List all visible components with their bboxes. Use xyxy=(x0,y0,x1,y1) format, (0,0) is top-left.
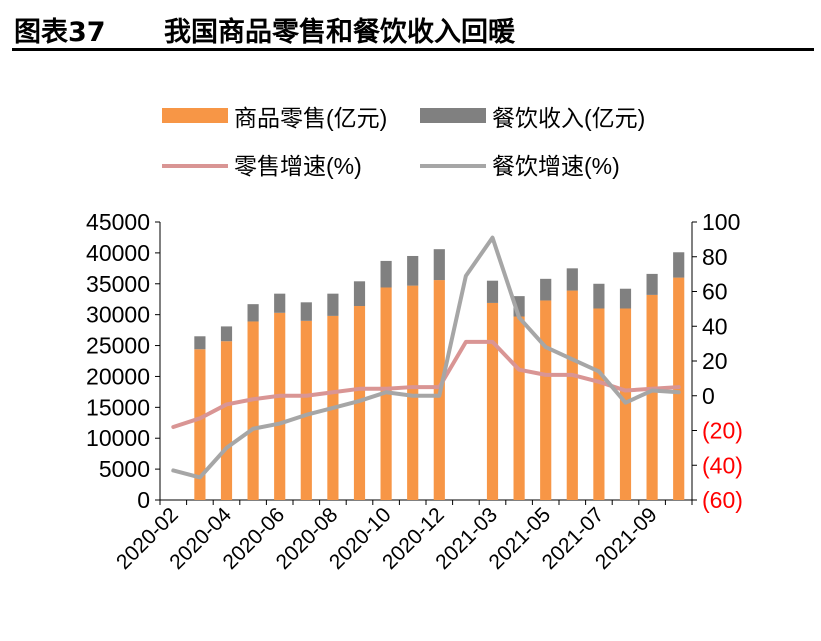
y-left-tick-label: 15000 xyxy=(86,394,150,420)
catering-bar xyxy=(593,283,605,309)
y-left-tick-label: 10000 xyxy=(86,425,150,451)
y-right-tick-label: 80 xyxy=(702,244,728,270)
catering-bar xyxy=(673,252,685,278)
figure-title: 我国商品零售和餐饮收入回暖 xyxy=(164,17,515,48)
y-right-tick-label: 20 xyxy=(702,348,728,374)
figure-label: 图表37 xyxy=(14,17,106,48)
retail-bar xyxy=(194,349,206,500)
catering-bar xyxy=(300,302,312,321)
retail-bar xyxy=(566,290,578,500)
retail-bar xyxy=(274,312,286,500)
y-left-tick-label: 25000 xyxy=(86,333,150,359)
retail-bar xyxy=(407,285,419,500)
catering-bar xyxy=(513,296,525,317)
legend-label-retail: 商品零售(亿元) xyxy=(234,105,387,131)
catering-bar xyxy=(646,273,658,295)
catering-bar xyxy=(433,249,445,281)
y-right-tick-label: (60) xyxy=(702,487,743,513)
y-left-tick-label: 20000 xyxy=(86,363,150,389)
legend-label-catering: 餐饮收入(亿元) xyxy=(492,105,645,131)
legend-label-retail-growth: 零售增速(%) xyxy=(234,153,362,179)
catering-bar xyxy=(407,255,419,286)
catering-bar xyxy=(486,280,499,303)
y-left-tick-label: 40000 xyxy=(86,240,150,266)
retail-bar xyxy=(220,341,233,500)
retail-bar xyxy=(646,294,658,500)
catering-growth-line xyxy=(171,235,681,480)
y-left-tick-label: 0 xyxy=(137,487,150,513)
catering-bar xyxy=(540,278,552,301)
catering-bar xyxy=(619,288,632,309)
plot-area: 0 5000 10000 15000 20000 25000 30000 35000 40000… xyxy=(86,209,743,574)
retail-bar xyxy=(513,316,525,500)
catering-bar xyxy=(353,281,366,307)
legend-swatch-catering xyxy=(420,108,486,123)
retail-growth-line xyxy=(171,339,681,430)
y-right-tick-label: (20) xyxy=(702,418,743,444)
catering-bar xyxy=(566,268,578,291)
retail-bar xyxy=(300,320,312,500)
retail-bar xyxy=(593,308,605,500)
y-right-tick-label: 40 xyxy=(702,313,728,339)
catering-bar xyxy=(220,326,233,342)
y-left-tick-label: 30000 xyxy=(86,302,150,328)
y-right-tick-label: 60 xyxy=(702,279,728,305)
y-left-tick-label: 5000 xyxy=(99,456,150,482)
catering-bar xyxy=(247,304,259,322)
y-left-tick-label: 45000 xyxy=(86,209,150,235)
y-left-tick-label: 35000 xyxy=(86,271,150,297)
retail-bar xyxy=(247,321,259,500)
retail-bar xyxy=(486,302,499,500)
figure-header: 图表37 我国商品零售和餐饮收入回暖 xyxy=(12,6,814,51)
y-right-tick-label: 100 xyxy=(702,209,740,235)
catering-bar xyxy=(380,260,392,288)
legend: 商品零售(亿元) 餐饮收入(亿元) 零售增速(%) 餐饮增速(%) xyxy=(162,105,645,179)
y-right-tick-label: (40) xyxy=(702,452,743,478)
retail-bar xyxy=(540,300,552,500)
y-right-tick-label: 0 xyxy=(702,383,715,409)
catering-bar xyxy=(327,293,339,316)
catering-bar xyxy=(274,293,286,313)
legend-swatch-retail xyxy=(162,108,228,123)
legend-label-catering-growth: 餐饮增速(%) xyxy=(492,153,620,179)
catering-bar xyxy=(194,336,206,350)
